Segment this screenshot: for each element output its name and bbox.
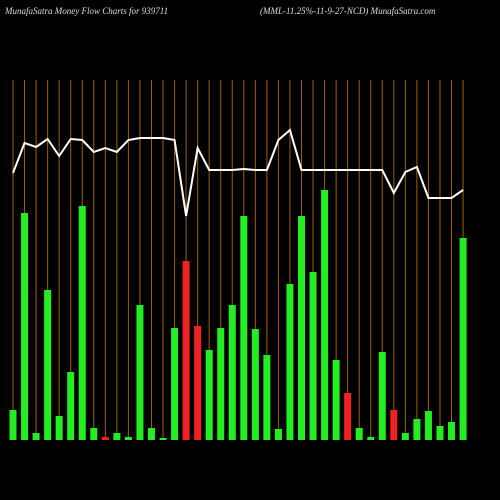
bar [78, 206, 86, 440]
bar [67, 372, 75, 440]
bar [9, 410, 17, 440]
bar [194, 326, 202, 440]
bar [159, 438, 167, 440]
bar [309, 272, 317, 440]
bar [436, 426, 444, 440]
bar [228, 305, 236, 440]
bar [344, 393, 352, 440]
bar [367, 437, 375, 440]
bar [124, 437, 132, 440]
bar [182, 261, 190, 440]
line [12, 128, 464, 217]
bar [274, 429, 282, 440]
bar [251, 329, 259, 440]
bar [205, 350, 213, 440]
bar [332, 360, 340, 440]
bar [44, 290, 52, 440]
bar [113, 433, 121, 440]
chart-title: MunafaSatra Money Flow Charts for 939711 [4, 6, 168, 16]
bar [424, 411, 432, 440]
bar [321, 190, 329, 440]
bar [55, 416, 63, 440]
bar [390, 410, 398, 440]
bar [171, 328, 179, 440]
bar [459, 238, 467, 440]
bar [101, 437, 109, 440]
bar [240, 216, 248, 440]
bar [448, 422, 456, 440]
bar [21, 213, 29, 440]
bar [401, 433, 409, 440]
chart-subtitle: (MML-11.25%-11-9-27-NCD) MunafaSatra.com [260, 6, 436, 16]
bar [217, 328, 225, 440]
bar [147, 428, 155, 440]
bar [286, 284, 294, 440]
bar [136, 305, 144, 440]
bar [413, 419, 421, 440]
bar [90, 428, 98, 440]
bar [298, 216, 305, 440]
bar [378, 352, 386, 440]
bar [263, 355, 271, 440]
bar [32, 433, 40, 440]
bar [355, 428, 363, 440]
